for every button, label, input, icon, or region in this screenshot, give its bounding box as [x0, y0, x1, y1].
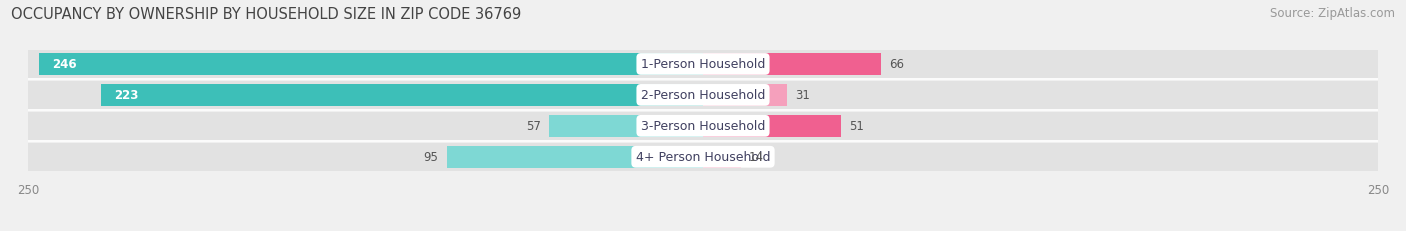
Bar: [28, 51, 1378, 79]
Bar: [28, 112, 1378, 140]
Text: 223: 223: [114, 89, 139, 102]
Bar: [28, 143, 1378, 171]
Bar: [447, 146, 703, 168]
Text: 4+ Person Household: 4+ Person Household: [636, 151, 770, 164]
Text: 51: 51: [849, 120, 863, 133]
Bar: [550, 116, 703, 137]
Text: 2-Person Household: 2-Person Household: [641, 89, 765, 102]
Text: OCCUPANCY BY OWNERSHIP BY HOUSEHOLD SIZE IN ZIP CODE 36769: OCCUPANCY BY OWNERSHIP BY HOUSEHOLD SIZE…: [11, 7, 522, 22]
Bar: [703, 146, 741, 168]
Bar: [703, 54, 882, 76]
Bar: [39, 54, 703, 76]
Bar: [28, 82, 1378, 109]
Text: 3-Person Household: 3-Person Household: [641, 120, 765, 133]
Text: 66: 66: [889, 58, 904, 71]
Text: 95: 95: [423, 151, 439, 164]
Bar: [703, 116, 841, 137]
Text: 1-Person Household: 1-Person Household: [641, 58, 765, 71]
Bar: [703, 85, 787, 106]
Text: Source: ZipAtlas.com: Source: ZipAtlas.com: [1270, 7, 1395, 20]
Text: 57: 57: [526, 120, 541, 133]
Text: 14: 14: [749, 151, 763, 164]
Text: 246: 246: [52, 58, 77, 71]
Bar: [101, 85, 703, 106]
Text: 31: 31: [794, 89, 810, 102]
